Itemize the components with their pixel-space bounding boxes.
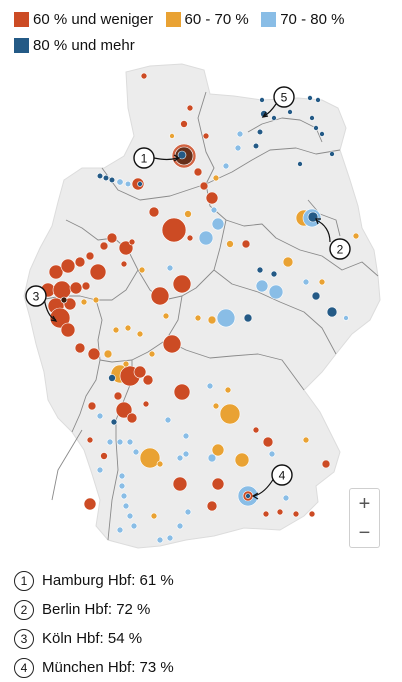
marker-label: 4 bbox=[279, 469, 286, 483]
zoom-in-button[interactable]: + bbox=[349, 488, 380, 519]
map-marker-3[interactable]: 3 bbox=[25, 285, 47, 307]
legend-item-60-70: 60 - 70 % bbox=[165, 6, 249, 32]
legend-label: 60 % und weniger bbox=[33, 10, 154, 28]
legend-swatch bbox=[14, 11, 29, 27]
legend-swatch bbox=[165, 11, 181, 27]
annotation-number: 4 bbox=[14, 657, 34, 678]
marker-label: 2 bbox=[337, 243, 344, 257]
legend-swatch bbox=[14, 37, 29, 53]
map-marker-2[interactable]: 2 bbox=[329, 238, 351, 260]
legend-label: 80 % und mehr bbox=[33, 36, 135, 54]
germany-outline bbox=[23, 63, 381, 549]
map-marker-4[interactable]: 4 bbox=[271, 464, 293, 486]
annotation-item-koeln: 3 Köln Hbf: 54 % bbox=[14, 624, 174, 653]
legend-item-60-und-weniger: 60 % und weniger bbox=[14, 6, 153, 32]
annotation-item-hamburg: 1 Hamburg Hbf: 61 % bbox=[14, 566, 174, 595]
annotation-number: 1 bbox=[14, 570, 34, 591]
marker-label: 3 bbox=[33, 290, 40, 304]
legend-swatch bbox=[261, 11, 277, 27]
annotation-item-muenchen: 4 München Hbf: 73 % bbox=[14, 653, 174, 682]
zoom-out-button[interactable]: − bbox=[349, 518, 380, 548]
map-marker-1[interactable]: 1 bbox=[133, 147, 155, 169]
marker-label: 1 bbox=[141, 152, 148, 166]
legend: 60 % und weniger 60 - 70 % 70 - 80 % 80 … bbox=[14, 6, 394, 58]
annotation-number: 3 bbox=[14, 628, 34, 649]
map-marker-5[interactable]: 5 bbox=[273, 86, 295, 108]
germany-station-map[interactable]: 1 2 3 4 5 bbox=[0, 58, 402, 558]
annotation-item-berlin: 2 Berlin Hbf: 72 % bbox=[14, 595, 174, 624]
legend-label: 70 - 80 % bbox=[280, 10, 345, 28]
legend-label: 60 - 70 % bbox=[184, 10, 249, 28]
annotation-list: 1 Hamburg Hbf: 61 % 2 Berlin Hbf: 72 % 3 Kö… bbox=[14, 566, 174, 682]
annotation-text: München Hbf: 73 % bbox=[42, 659, 174, 676]
annotation-text: Hamburg Hbf: 61 % bbox=[42, 572, 174, 589]
annotation-text: Köln Hbf: 54 % bbox=[42, 630, 143, 647]
annotation-text: Berlin Hbf: 72 % bbox=[42, 601, 151, 618]
annotation-number: 2 bbox=[14, 599, 34, 620]
marker-label: 5 bbox=[281, 91, 288, 105]
station-dots bbox=[40, 72, 360, 544]
legend-item-80-und-mehr: 80 % und mehr bbox=[14, 32, 135, 58]
legend-item-70-80: 70 - 80 % bbox=[261, 6, 344, 32]
